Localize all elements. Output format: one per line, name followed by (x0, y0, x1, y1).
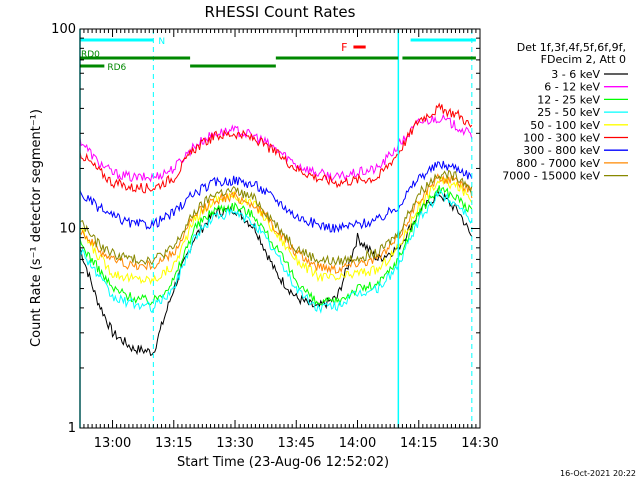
state-bar-label-n: N (158, 37, 165, 47)
legend-label-9: 7000 - 15000 keV (502, 170, 600, 183)
legend-label-7: 300 - 800 keV (523, 144, 600, 157)
x-tick-label-4: 13:45 (278, 436, 315, 451)
state-bar-label-rd0: RD0 (81, 50, 100, 60)
plot-timestamp: 16-Oct-2021 20:22 (560, 469, 636, 478)
y-tick-label-3: 100 (51, 22, 76, 37)
x-axis-label: Start Time (23-Aug-06 12:52:02) (177, 455, 389, 470)
series-line-2 (79, 113, 473, 183)
legend-label-4: 25 - 50 keV (537, 106, 600, 119)
legend-header-line-1: Det 1f,3f,4f,5f,6f,9f, (517, 41, 626, 54)
y-tick-label-1: 1 (68, 421, 76, 436)
state-bar-label-f: F (341, 41, 347, 54)
series-line-9 (79, 169, 473, 267)
legend-label-2: 6 - 12 keV (544, 81, 600, 94)
x-tick-label-3: 13:30 (216, 436, 253, 451)
y-axis-label: Count Rate (s⁻¹ detector segment⁻¹) (29, 109, 44, 347)
chart-title: RHESSI Count Rates (205, 3, 356, 21)
legend-label-1: 3 - 6 keV (551, 68, 600, 81)
legend-label-8: 800 - 7000 keV (516, 157, 600, 170)
series-line-6 (79, 102, 473, 194)
x-tick-label-6: 14:15 (400, 436, 437, 451)
legend-label-5: 50 - 100 keV (530, 119, 600, 132)
legend-label-3: 12 - 25 keV (537, 93, 600, 106)
x-tick-label-2: 13:15 (155, 436, 192, 451)
overlay-layer: N F RD0 RD6 (79, 29, 476, 428)
x-tick-label-1: 13:00 (94, 436, 131, 451)
axes-layer: 13:00 13:15 13:30 13:45 14:00 14:15 14:30 1 10 10… (51, 22, 499, 451)
state-bar-label-rd6: RD6 (107, 63, 126, 73)
series-line-7 (79, 160, 473, 233)
series-line-1 (79, 188, 473, 356)
series-line-4 (79, 189, 473, 314)
series-layer (79, 102, 473, 356)
plot-frame (79, 28, 481, 429)
legend-header-line-2: FDecim 2, Att 0 (541, 53, 626, 66)
legend-label-6: 100 - 300 keV (523, 132, 600, 145)
x-tick-label-7: 14:30 (461, 436, 498, 451)
series-line-3 (79, 185, 473, 306)
series-line-5 (79, 176, 473, 286)
x-tick-label-5: 14:00 (339, 436, 376, 451)
y-tick-label-2: 10 (59, 222, 76, 237)
series-line-8 (79, 173, 473, 274)
